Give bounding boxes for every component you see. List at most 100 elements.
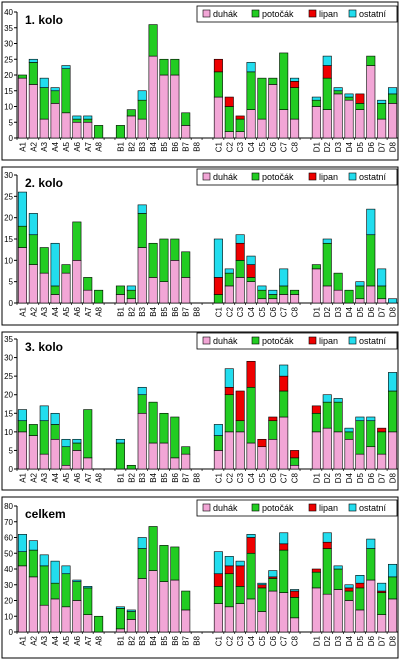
bar-segment-potocak [72,581,82,601]
bar-segment-duhak [72,260,82,304]
bar-segment-duhak [279,109,289,139]
y-tick-label: 20 [4,71,13,80]
bar-segment-duhak [235,131,245,139]
bar-segment-duhak [377,614,387,633]
y-tick-label: 0 [9,465,14,474]
bar-segment-duhak [355,298,365,304]
bar-segment-potocak [181,590,191,611]
bar-segment-potocak [235,420,245,433]
bar-segment-potocak [17,74,27,79]
bar-segment-ostatni [50,560,60,584]
legend-label-lipan: lipan [319,172,338,182]
x-tick-label: C1 [214,472,223,483]
bar-segment-potocak [39,247,49,274]
bar-segment-duhak [28,264,38,304]
bar-segment-potocak [366,420,376,448]
legend-label-lipan: lipan [319,9,338,19]
bar-segment-potocak [333,401,343,433]
bar-segment-potocak [72,442,82,451]
bar-segment-ostatni [322,394,332,403]
legend-swatch-ostatni [348,172,357,181]
bar-segment-potocak [344,289,354,304]
bar-segment-lipan [311,405,321,414]
bar-segment-potocak [311,412,321,433]
legend-swatch-duhak [202,172,211,181]
x-tick-label: A4 [51,306,60,316]
x-tick-label: A2 [29,141,38,151]
bar-segment-potocak [148,24,158,57]
bar-segment-duhak [17,565,27,633]
bar-segment-potocak [126,289,136,300]
bar-segment-potocak [137,548,147,579]
legend-box [196,168,398,186]
x-tick-label: B4 [149,141,158,151]
x-tick-label: A2 [29,472,38,482]
bar-segment-lipan [213,277,223,295]
bar-segment-ostatni [235,234,245,244]
bar-segment-duhak [246,109,256,139]
x-tick-label: D4 [345,141,354,152]
bar-segment-potocak [366,234,376,287]
x-tick-label: B6 [171,635,180,645]
bar-segment-ostatni [50,87,60,92]
bar-segment-potocak [115,608,125,630]
bar-segment-duhak [235,277,245,304]
x-tick-label: A6 [73,472,82,482]
bar-segment-lipan [268,416,278,422]
x-tick-label: D6 [367,472,376,483]
bar-segment-potocak [50,90,60,104]
x-tick-label: D5 [356,472,365,483]
y-tick-label: 10 [4,428,13,437]
x-tick-label: A2 [29,635,38,645]
bar-segment-duhak [257,611,267,633]
bar-segment-duhak [170,260,180,304]
bar-segment-potocak [39,565,49,606]
bar-segment-potocak [322,548,332,595]
bar-segment-potocak [83,277,93,291]
chart-title: 3. kolo [25,340,63,354]
bar-segment-duhak [137,118,147,139]
x-tick-label: D7 [378,141,387,152]
bar-segment-duhak [257,298,267,304]
bar-segment-duhak [50,598,60,633]
y-tick-label: 20 [4,214,13,223]
x-tick-label: D4 [345,635,354,646]
y-tick-label: 0 [9,299,14,308]
bar-segment-potocak [377,103,387,120]
bar-segment-potocak [224,573,234,608]
bar-segment-duhak [257,118,267,139]
bar-segment-potocak [213,435,223,451]
chart-panel-3: 0 5 10 15 20 25 30 35 A1 A2 A3 A4 A5 A6 A7 A8 B1 B2 B3 B4 B5… [1,331,399,491]
bar-segment-lipan [235,390,245,422]
legend: duhák potočák lipan ostatní [196,332,398,350]
bar-segment-duhak [388,598,398,633]
bar-segment-potocak [181,446,191,455]
bar-segment-ostatni [366,538,376,549]
bar-segment-potocak [170,58,180,76]
bar-segment-potocak [17,420,27,433]
x-tick-label: C3 [236,635,245,646]
bar-segment-lipan [344,587,354,592]
bar-segment-duhak [72,600,82,633]
legend-label-duhak: duhák [213,336,238,346]
bar-segment-duhak [311,587,321,633]
y-tick-label: 30 [4,581,13,590]
bar-segment-potocak [17,225,27,248]
bar-segment-duhak [170,457,180,470]
bar-segment-potocak [333,568,343,590]
y-tick-label: 20 [4,597,13,606]
legend-swatch-potocak [251,336,260,345]
bar-segment-potocak [311,99,321,107]
bar-segment-lipan [355,582,365,589]
bar-segment-potocak [322,77,332,110]
bar-segment-potocak [28,424,38,436]
x-tick-label: B4 [149,635,158,645]
x-tick-label: A7 [84,306,93,316]
x-tick-label: D3 [334,472,343,483]
legend-label-potocak: potočák [262,172,294,182]
bar-segment-ostatni [61,565,71,575]
bar-segment-duhak [148,55,158,139]
bar-segment-duhak [377,453,387,470]
bar-segment-potocak [115,442,125,470]
x-tick-label: D7 [378,472,387,483]
